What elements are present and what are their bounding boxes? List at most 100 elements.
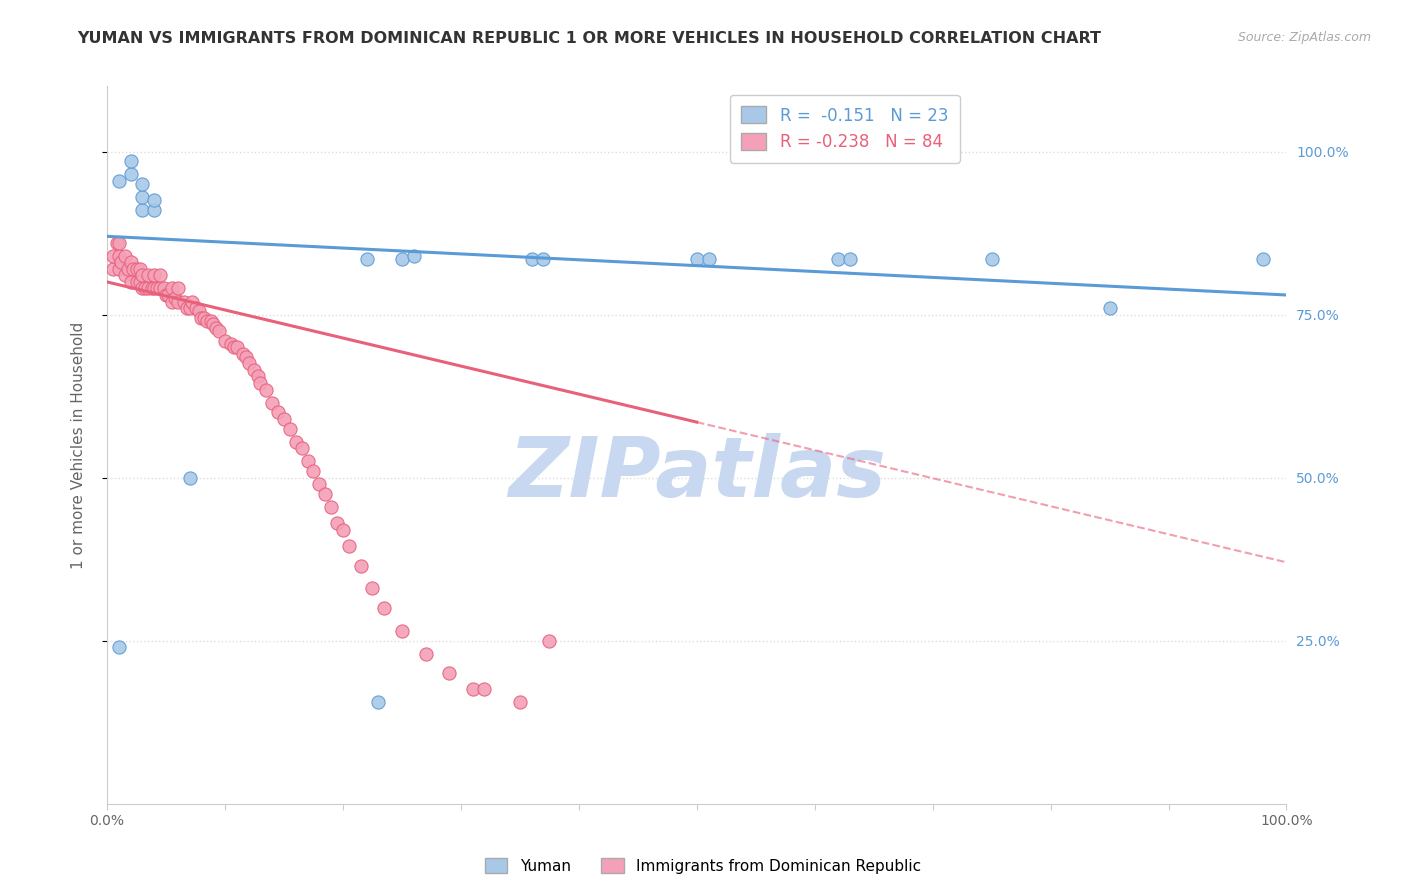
Point (238, 356, 260, 370)
Y-axis label: 1 or more Vehicles in Household: 1 or more Vehicles in Household (72, 321, 86, 568)
Point (120, 255, 142, 269)
Point (143, 203, 166, 218)
Point (160, 294, 183, 309)
Point (314, 487, 336, 501)
Point (131, 203, 153, 218)
Point (243, 363, 266, 377)
Point (110, 255, 132, 269)
Point (149, 281, 172, 295)
Point (200, 314, 222, 328)
Point (361, 582, 384, 596)
Point (533, 252, 555, 267)
Point (474, 682, 496, 697)
Point (190, 310, 212, 325)
Point (367, 696, 389, 710)
Point (391, 624, 413, 638)
Point (273, 412, 295, 426)
Point (249, 376, 271, 390)
Point (356, 252, 378, 267)
Point (697, 252, 720, 267)
Point (108, 235, 131, 250)
Point (202, 318, 225, 332)
Point (129, 275, 152, 289)
Point (278, 422, 301, 436)
Point (166, 281, 188, 295)
Point (120, 167, 142, 181)
Point (373, 601, 395, 615)
Point (152, 281, 174, 295)
Point (337, 539, 360, 553)
Point (321, 500, 343, 514)
Point (302, 464, 325, 478)
Point (165, 291, 187, 305)
Point (308, 477, 330, 491)
Point (108, 261, 131, 276)
Point (173, 294, 195, 309)
Point (120, 275, 142, 289)
Point (141, 281, 163, 295)
Point (188, 304, 211, 318)
Point (235, 350, 257, 364)
Point (134, 281, 156, 295)
Point (827, 252, 849, 267)
Point (195, 314, 218, 328)
Point (326, 516, 349, 531)
Point (204, 320, 226, 334)
Point (224, 340, 246, 354)
Point (122, 261, 145, 276)
Point (131, 268, 153, 283)
Point (125, 261, 148, 276)
Point (461, 682, 484, 697)
Point (138, 281, 160, 295)
Point (184, 301, 207, 315)
Point (391, 252, 413, 267)
Point (350, 558, 373, 573)
Point (125, 275, 148, 289)
Point (114, 249, 136, 263)
Point (143, 194, 166, 208)
Point (131, 281, 153, 295)
Point (160, 281, 183, 295)
Point (114, 268, 136, 283)
Point (297, 454, 319, 468)
Point (332, 523, 354, 537)
Point (1098, 301, 1121, 315)
Point (131, 177, 153, 191)
Point (291, 441, 314, 455)
Point (166, 294, 188, 309)
Text: YUMAN VS IMMIGRANTS FROM DOMINICAN REPUBLIC 1 OR MORE VEHICLES IN HOUSEHOLD CORR: YUMAN VS IMMIGRANTS FROM DOMINICAN REPUB… (77, 31, 1101, 46)
Legend: R =  -0.151   N = 23, R = -0.238   N = 84: R = -0.151 N = 23, R = -0.238 N = 84 (730, 95, 960, 162)
Point (247, 369, 270, 384)
Point (208, 324, 231, 338)
Point (538, 633, 561, 648)
Point (108, 249, 131, 263)
Point (179, 470, 201, 484)
Point (157, 288, 180, 302)
Legend: Yuman, Immigrants from Dominican Republic: Yuman, Immigrants from Dominican Republi… (478, 852, 928, 880)
Point (101, 261, 124, 276)
Point (284, 434, 307, 449)
Point (686, 252, 709, 267)
Point (254, 383, 277, 397)
Point (214, 334, 236, 348)
Point (176, 301, 198, 315)
Point (155, 288, 177, 302)
Point (402, 249, 425, 263)
Point (145, 281, 167, 295)
Point (143, 268, 166, 283)
Point (105, 235, 128, 250)
Point (149, 268, 172, 283)
Point (1251, 252, 1274, 267)
Point (117, 261, 139, 276)
Point (129, 261, 152, 276)
Point (980, 252, 1002, 267)
Point (839, 252, 862, 267)
Point (108, 174, 131, 188)
Point (415, 647, 437, 661)
Point (131, 190, 153, 204)
Point (179, 301, 201, 315)
Point (262, 395, 284, 409)
Point (225, 340, 247, 354)
Point (143, 281, 166, 295)
Point (267, 405, 290, 419)
